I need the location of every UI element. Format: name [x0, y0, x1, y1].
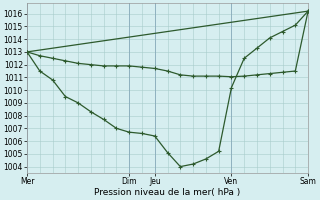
- X-axis label: Pression niveau de la mer( hPa ): Pression niveau de la mer( hPa ): [94, 188, 241, 197]
